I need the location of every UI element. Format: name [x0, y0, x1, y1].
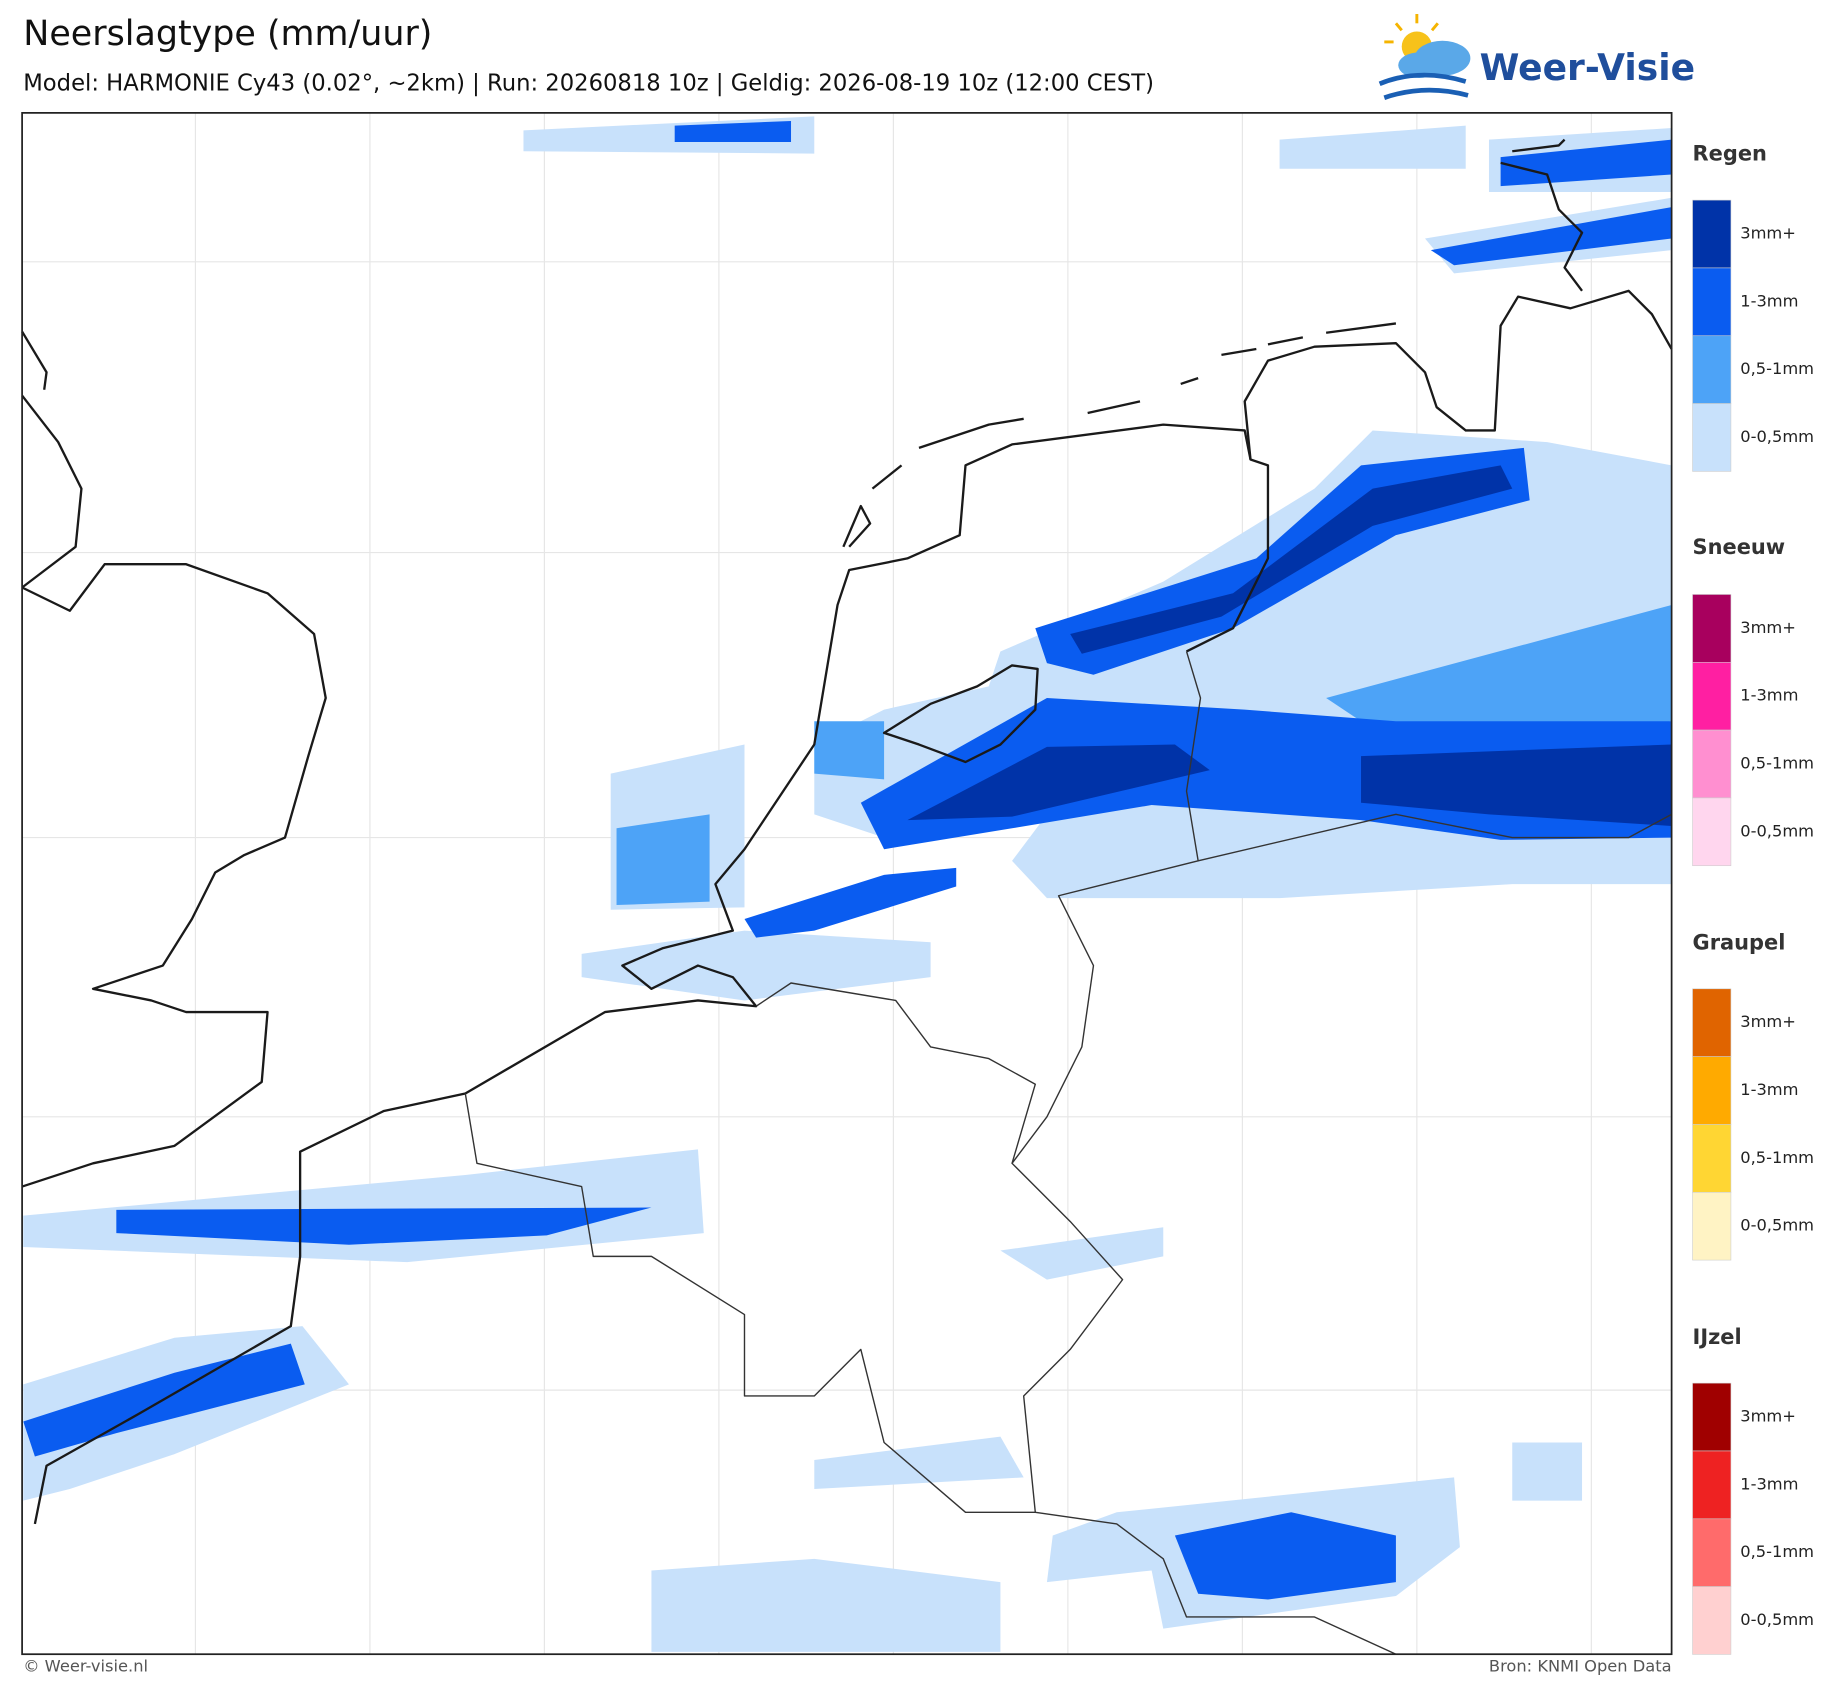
legend-label: 0-0,5mm: [1740, 1610, 1814, 1629]
legend-swatch: [1692, 1056, 1732, 1125]
legend-title: IJzel: [1693, 1325, 1742, 1349]
legend-label: 1-3mm: [1740, 1474, 1798, 1493]
legend-label: 3mm+: [1740, 1012, 1796, 1031]
legend-swatch: [1692, 1518, 1732, 1587]
legend-label: 0-0,5mm: [1740, 821, 1814, 840]
legend: Regen 3mm+ 1-3mm 0,5-1mm 0-0,5mm Sneeuw 3mm+ 1-…: [1692, 142, 1814, 1655]
footer-credit: © Weer-visie.nl: [23, 1657, 148, 1676]
coastlines: [21, 138, 1673, 1525]
borders: [464, 651, 1672, 1655]
legend-swatch: [1692, 661, 1732, 731]
legend-swatch: [1692, 988, 1732, 1057]
title: Neerslagtype (mm/uur): [23, 14, 432, 54]
legend-label: 0,5-1mm: [1740, 359, 1814, 378]
legend-label: 0-0,5mm: [1740, 1216, 1814, 1235]
legend-swatch: [1692, 335, 1732, 404]
legend-title: Graupel: [1693, 930, 1786, 954]
legend-label: 3mm+: [1740, 1407, 1796, 1426]
legend-title: Sneeuw: [1693, 535, 1786, 559]
legend-swatch: [1692, 1382, 1732, 1452]
subtitle: Model: HARMONIE Cy43 (0.02°, ~2km) | Run…: [23, 70, 1154, 96]
legend-label: 1-3mm: [1740, 1080, 1798, 1099]
legend-label: 1-3mm: [1740, 291, 1798, 310]
map: [21, 112, 1673, 1656]
legend-swatch: [1692, 1450, 1732, 1520]
footer-source: Bron: KNMI Open Data: [1489, 1657, 1672, 1676]
legend-label: 3mm+: [1740, 224, 1796, 243]
legend-label: 0-0,5mm: [1740, 427, 1814, 446]
precipitation: [23, 116, 1672, 1652]
legend-label: 1-3mm: [1740, 686, 1798, 705]
legend-swatch: [1692, 1191, 1732, 1261]
legend-swatch: [1692, 594, 1732, 663]
legend-swatch: [1692, 1124, 1732, 1193]
legend-swatch: [1692, 267, 1732, 337]
legend-swatch: [1692, 797, 1732, 867]
legend-swatch: [1692, 729, 1732, 799]
logo-text: Weer-Visie: [1480, 47, 1695, 89]
legend-title: Regen: [1693, 142, 1767, 166]
logo: Weer-Visie: [1378, 13, 1695, 100]
legend-swatch: [1692, 1586, 1732, 1655]
legend-swatch: [1692, 403, 1732, 472]
legend-label: 0,5-1mm: [1740, 1542, 1814, 1561]
legend-label: 0,5-1mm: [1740, 1148, 1814, 1167]
legend-label: 3mm+: [1740, 618, 1796, 637]
legend-swatch: [1692, 199, 1732, 269]
legend-label: 0,5-1mm: [1740, 754, 1814, 773]
